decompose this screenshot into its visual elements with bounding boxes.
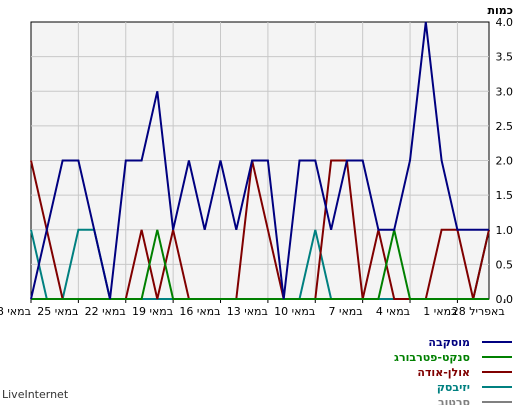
x-tick-label: 7 במאי [328,305,362,318]
x-tick-label: 28 במאי [0,305,31,318]
legend-label: אולן-אודה [417,366,470,379]
y-axis-label: כמות [488,4,513,17]
y-tick-label: 1.5 [496,189,514,202]
y-tick-label: 2.0 [496,155,514,168]
x-tick-label: 25 במאי [37,305,78,318]
legend-label: סנקט-פטרבורג [394,351,470,364]
x-tick-label: 1 במאי [423,305,457,318]
legend: מוסקבה סנקט-פטרבורג אולן-אודה יזיבסק סרטוב [394,336,512,405]
brand-logo-text: LiveInternet [2,388,69,401]
y-tick-label: 4.0 [496,16,514,29]
x-tick-label: 22 במאי [85,305,126,318]
y-tick-label: 0.0 [496,293,514,306]
series-line [30,21,489,300]
axis-ticks: 0.0 0.5 1.0 1.5 2.0 2.5 3.0 3.5 4.0 28 במאי 25 במא… [0,16,513,318]
x-tick-label: 16 במאי [179,305,220,318]
legend-label: יזיבסק [437,381,470,394]
x-tick-label: 4 במאי [376,305,410,318]
y-tick-label: 3.5 [496,51,514,64]
series-line [31,229,489,300]
y-tick-label: 2.5 [496,120,514,133]
y-tick-label: 1.0 [496,224,514,237]
grid-lines [31,22,489,299]
x-tick-label: 19 במאי [132,305,173,318]
y-tick-label: 3.0 [496,85,514,98]
legend-label: סרטוב [438,396,470,405]
series-lines [30,21,490,300]
x-tick-label: 13 במאי [227,305,268,318]
y-tick-label: 0.5 [496,258,514,271]
legend-label: מוסקבה [428,336,470,349]
x-tick-label: 10 במאי [274,305,315,318]
x-tick-label: 28 באפריל [452,305,505,318]
